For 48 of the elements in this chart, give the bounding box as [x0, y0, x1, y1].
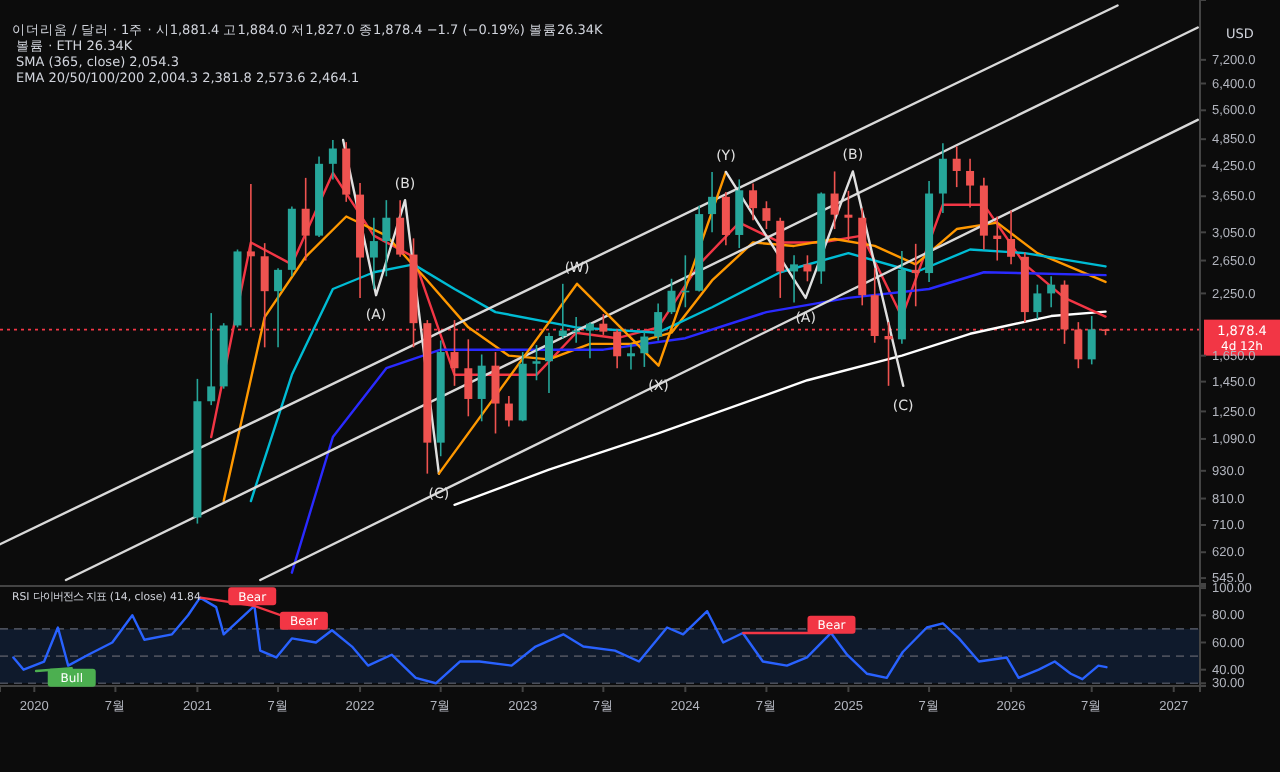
candlestick [477, 353, 486, 423]
candlestick [450, 319, 459, 387]
candlestick [1060, 279, 1069, 345]
candlestick [1047, 275, 1056, 309]
line-series [453, 310, 1107, 507]
candlestick [1074, 321, 1083, 370]
candlestick [640, 330, 649, 368]
candlestick [599, 313, 608, 336]
candlestick [544, 331, 553, 394]
candlestick [274, 267, 283, 349]
candlestick [952, 145, 961, 188]
candlestick [328, 139, 337, 181]
candlestick [790, 254, 799, 304]
candlestick [382, 199, 391, 278]
candlestick [803, 254, 812, 283]
candlestick [532, 344, 541, 382]
candlestick [464, 338, 473, 418]
candlestick [301, 177, 310, 262]
candlestick [585, 321, 594, 359]
candlestick [870, 267, 879, 344]
candlestick [342, 141, 351, 203]
candlestick [613, 328, 622, 370]
candlestick [396, 199, 405, 258]
candlestick [504, 395, 513, 428]
candlestick [207, 312, 216, 406]
candlestick [1087, 315, 1096, 366]
candlestick [749, 182, 758, 221]
candlestick [938, 142, 947, 214]
candlestick [721, 191, 730, 247]
candlestick [735, 178, 744, 249]
candlestick [1033, 283, 1042, 320]
candlestick [762, 200, 771, 230]
candlestick [491, 351, 500, 435]
candlestick [911, 243, 920, 308]
candlestick [260, 242, 269, 349]
candlestick [966, 157, 975, 209]
line-series [290, 271, 1107, 574]
candlestick [708, 171, 717, 234]
candlestick [626, 343, 635, 371]
candlestick [667, 277, 676, 315]
candlestick [844, 190, 853, 242]
candlestick [369, 216, 378, 290]
candlestick [654, 302, 663, 342]
candlestick [246, 183, 255, 329]
candlestick [558, 283, 567, 340]
candlestick [830, 170, 839, 230]
line-series [724, 170, 905, 388]
candlestick [1007, 209, 1016, 266]
